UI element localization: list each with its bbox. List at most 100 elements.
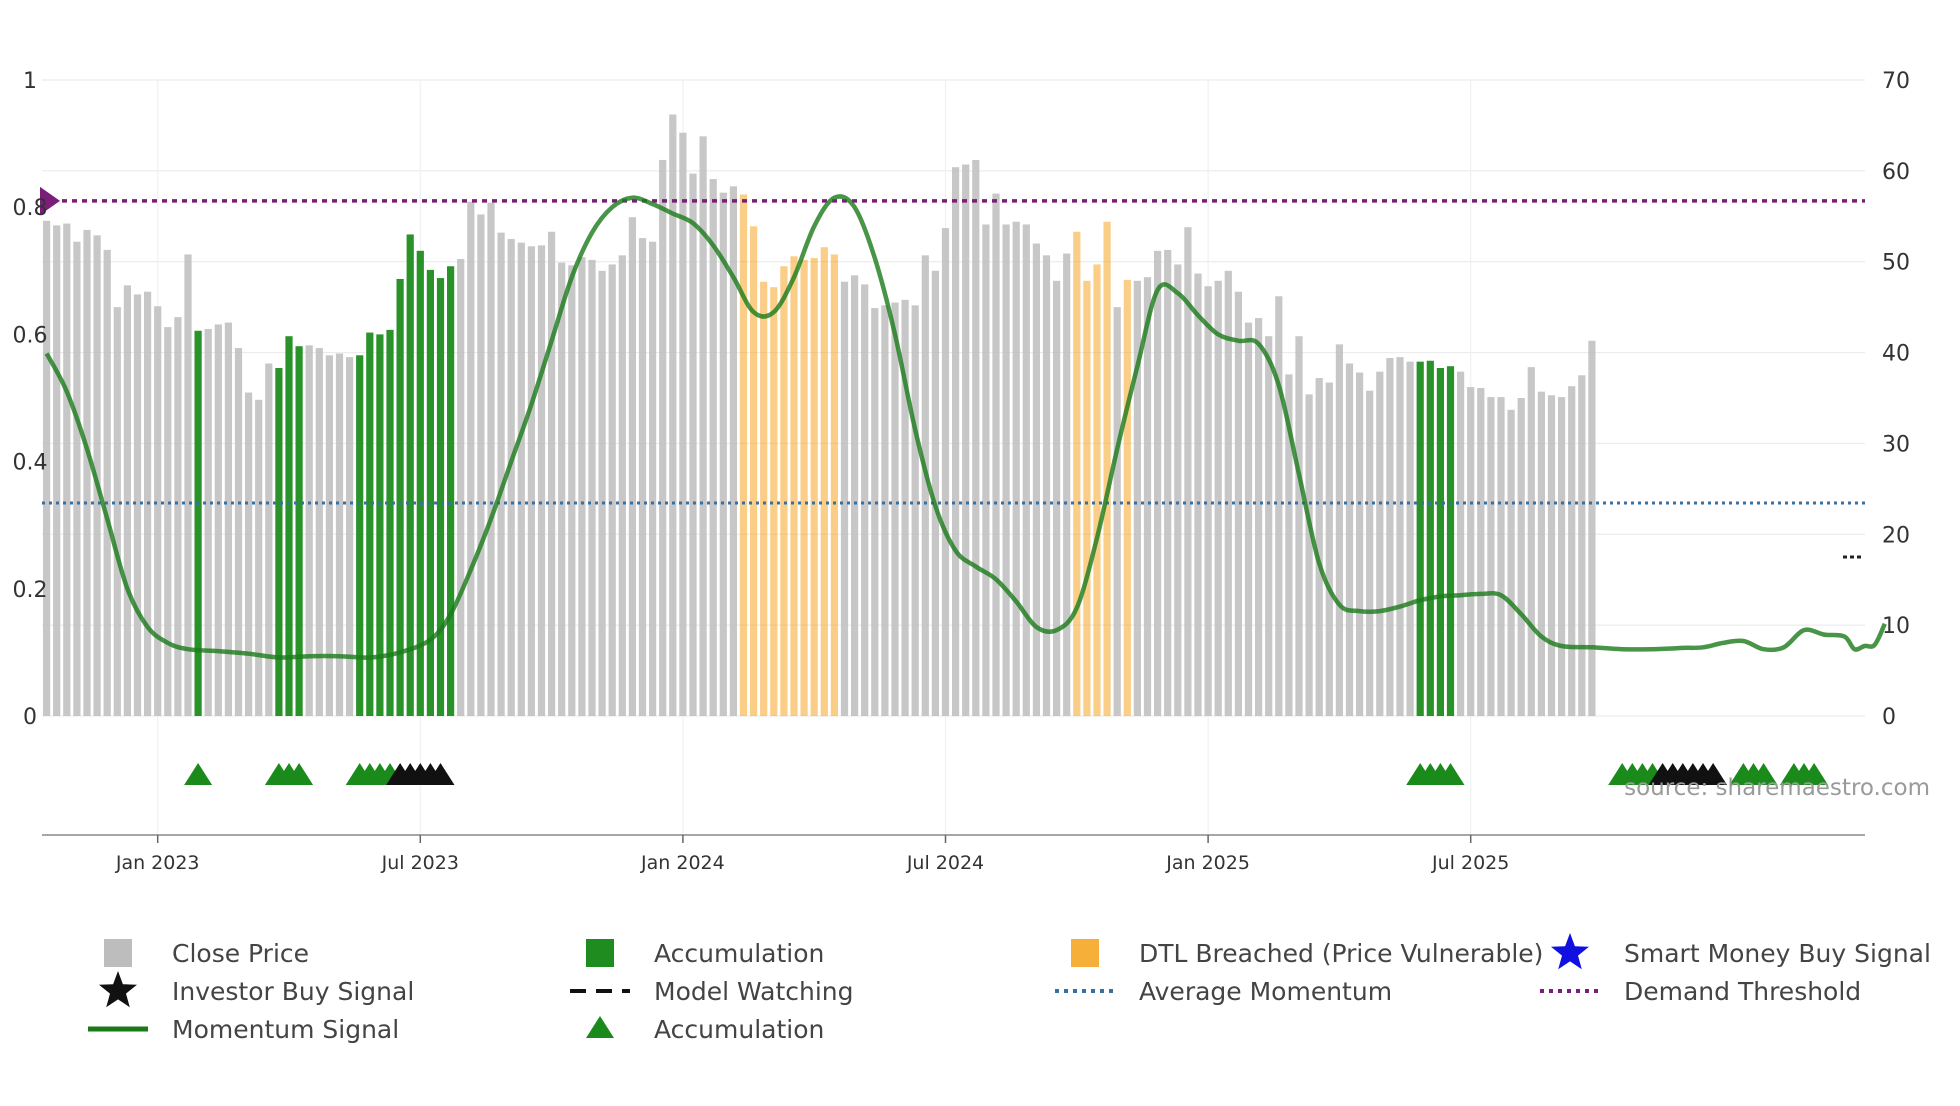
legend-square-swatch	[104, 939, 132, 967]
close-price-bar	[537, 245, 546, 717]
close-price-bar	[679, 132, 687, 716]
close-price-bar	[1255, 318, 1263, 716]
right-axis-tick-label: 70	[1882, 69, 1910, 94]
accumulation-triangle	[1800, 763, 1829, 785]
close-price-bar	[1265, 336, 1273, 716]
close-price-bar	[305, 345, 313, 716]
accumulation-triangle	[1436, 763, 1465, 785]
legend-entry: Accumulation	[586, 939, 824, 968]
close-price-bar	[1113, 307, 1121, 716]
close-price-bar	[467, 201, 475, 717]
accumulation-bar	[1446, 366, 1455, 716]
close-price-bar	[204, 328, 212, 716]
close-price-bar	[133, 294, 142, 716]
legend-label: Accumulation	[654, 1015, 824, 1044]
close-price-bar	[1366, 390, 1374, 716]
close-price-bar	[1305, 394, 1313, 716]
legend-label: Model Watching	[654, 977, 854, 1006]
close-price-bar	[901, 299, 909, 716]
close-price-bar	[1527, 367, 1535, 716]
investor-buy-signal-marker	[1699, 763, 1728, 785]
accumulation-bar	[356, 355, 364, 716]
legend-black-star-icon	[99, 971, 137, 1008]
close-price-bar	[1406, 361, 1414, 716]
close-price-bar	[1558, 397, 1566, 716]
close-price-bar	[1204, 286, 1212, 716]
legend-entry: Smart Money Buy Signal	[1551, 933, 1931, 970]
close-price-bar	[1345, 363, 1354, 716]
close-price-bar	[477, 214, 485, 716]
close-price-bar	[1154, 250, 1162, 716]
x-axis-tick-label: Jul 2025	[1431, 852, 1509, 874]
accumulation-bar	[406, 234, 414, 716]
accumulation-bar	[1436, 368, 1444, 716]
left-axis-tick-label: 0.4	[13, 451, 48, 476]
accumulation-bar	[426, 269, 434, 716]
close-price-bar	[1053, 280, 1061, 716]
legend-label: Investor Buy Signal	[172, 977, 414, 1006]
close-price-bar	[174, 317, 182, 716]
signal-markers	[184, 763, 1829, 785]
accumulation-bar	[194, 330, 202, 716]
close-price-bar	[1507, 409, 1515, 716]
dtl-breached-bar	[760, 281, 768, 716]
accumulation-bar	[1416, 361, 1424, 716]
close-price-bar	[43, 220, 51, 717]
close-price-bar	[851, 275, 859, 716]
legend-triangle-icon	[586, 1016, 614, 1038]
dtl-breached-bar	[770, 287, 778, 716]
accumulation-bar	[1426, 360, 1434, 716]
investor-buy-signal-marker	[426, 763, 455, 785]
x-axis-tick-label: Jul 2023	[381, 852, 459, 874]
dtl-breached-bar	[780, 266, 788, 716]
accumulation-triangle	[1749, 763, 1778, 785]
close-price-bar	[1457, 371, 1465, 716]
close-price-bar	[1002, 224, 1010, 716]
accumulation-triangle	[285, 763, 314, 785]
accumulation-bar	[436, 278, 445, 716]
accumulation-bar	[376, 334, 384, 716]
close-price-bar	[1184, 227, 1192, 716]
close-price-bar	[224, 322, 232, 716]
legend-blue-star-icon	[1551, 933, 1589, 970]
close-price-bar	[1214, 280, 1222, 716]
close-price-bar	[1588, 340, 1596, 716]
accumulation-bar	[386, 329, 394, 716]
close-price-bar	[871, 308, 879, 716]
legend-label: DTL Breached (Price Vulnerable)	[1139, 939, 1543, 968]
close-price-bar	[1012, 221, 1020, 717]
right-axis-tick-label: 20	[1882, 523, 1910, 548]
close-price-bar	[1032, 243, 1040, 717]
close-price-bar	[1578, 375, 1586, 716]
close-price-bar	[659, 159, 667, 716]
close-price-bar	[346, 357, 354, 716]
close-price-bar	[1517, 398, 1525, 716]
legend-entry: Average Momentum	[1055, 977, 1392, 1006]
close-price-bar	[598, 270, 606, 716]
dtl-breached-bar	[1123, 279, 1131, 716]
legend-label: Accumulation	[654, 939, 824, 968]
close-price-bar	[1325, 382, 1333, 716]
accumulation-bar	[275, 368, 283, 716]
close-price-bar	[1487, 397, 1495, 716]
close-price-bar	[1386, 358, 1394, 716]
close-price-bar	[1315, 378, 1323, 716]
close-price-bar	[962, 164, 970, 717]
close-price-bar	[1133, 280, 1141, 716]
close-price-bar	[729, 186, 737, 716]
right-axis-tick-label: 30	[1882, 432, 1910, 457]
close-price-bar	[517, 242, 525, 717]
accumulation-bar	[396, 278, 404, 716]
close-price-bar	[1547, 395, 1556, 716]
close-price-bar	[709, 179, 717, 716]
close-price-bar	[921, 255, 929, 716]
close-price-bar	[184, 254, 192, 716]
accumulation-bar	[366, 332, 374, 716]
accumulation-triangle	[184, 763, 213, 785]
dtl-breached-bar	[830, 254, 838, 716]
close-price-bar	[245, 392, 253, 716]
close-price-bar	[1477, 388, 1485, 716]
close-price-bar	[1285, 374, 1293, 716]
